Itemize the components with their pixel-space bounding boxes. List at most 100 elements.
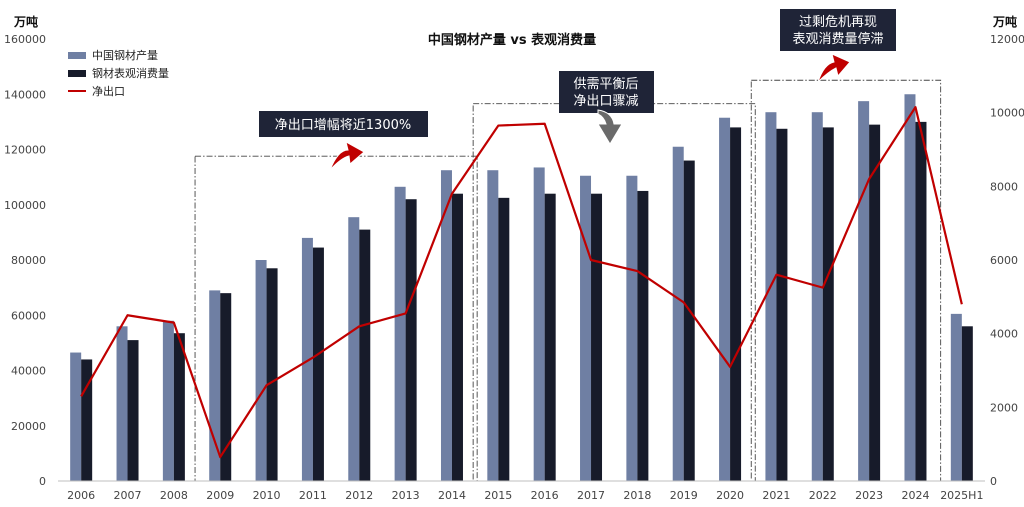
x-axis-tick-label: 2023 xyxy=(855,489,883,502)
legend-label-production: 中国钢材产量 xyxy=(92,48,158,62)
bar-production xyxy=(580,175,592,481)
x-axis-tick-label: 2016 xyxy=(531,489,559,502)
right-axis-tick-label: 12000 xyxy=(990,33,1024,46)
x-axis-tick-label: 2019 xyxy=(670,489,698,502)
left-axis-ticks: 0 20000 40000 60000 80000 100000 120000 140000 1… xyxy=(4,33,46,488)
bar-production xyxy=(255,260,267,481)
bar-production xyxy=(858,101,870,481)
annotation-1-box xyxy=(259,111,428,137)
bars xyxy=(70,94,973,482)
bar-production xyxy=(533,167,545,482)
x-axis-tick-label: 2020 xyxy=(716,489,744,502)
bar-consumption xyxy=(637,190,649,481)
right-axis-ticks: 0 2000 4000 6000 8000 10000 12000 xyxy=(990,33,1024,488)
right-axis-tick-label: 4000 xyxy=(990,328,1018,341)
bar-consumption xyxy=(730,127,742,482)
x-axis-tick-label: 2021 xyxy=(762,489,790,502)
x-axis-tick-label: 2012 xyxy=(345,489,373,502)
left-axis-tick-label: 120000 xyxy=(4,144,46,157)
annotation-1-arrow-icon xyxy=(329,141,365,171)
bar-production xyxy=(904,94,916,481)
annotation-3-box xyxy=(780,9,896,51)
left-axis-tick-label: 60000 xyxy=(11,309,46,322)
left-axis-tick-label: 160000 xyxy=(4,33,46,46)
legend-swatch-production xyxy=(68,52,86,59)
bar-production xyxy=(765,112,777,482)
x-axis-tick-label: 2009 xyxy=(206,489,234,502)
x-axis-tick-label: 2013 xyxy=(392,489,420,502)
annotation-1: 净出口增幅将近1300% xyxy=(259,111,428,171)
x-axis-tick-label: 2014 xyxy=(438,489,466,502)
bar-production xyxy=(811,112,823,482)
legend-label-net-export: 净出口 xyxy=(92,84,125,98)
bar-production xyxy=(348,217,360,481)
bar-production xyxy=(209,290,221,481)
bar-consumption xyxy=(915,121,927,481)
x-axis-tick-label: 2011 xyxy=(299,489,327,502)
annotation-3-text: 过剩危机再现表观消费量停滞 xyxy=(792,15,883,47)
bar-consumption xyxy=(81,359,93,481)
bar-consumption xyxy=(776,128,788,481)
left-axis-unit: 万吨 xyxy=(13,14,38,29)
x-axis-tick-label: 2025H1 xyxy=(940,489,983,502)
right-axis-tick-label: 0 xyxy=(990,475,997,488)
net-export-line-layer xyxy=(80,106,963,459)
bar-consumption xyxy=(544,193,556,481)
x-axis-tick-label: 2008 xyxy=(160,489,188,502)
bar-production xyxy=(70,352,82,481)
annotation-2-arrow-icon xyxy=(597,109,623,145)
x-axis-tick-label: 2006 xyxy=(67,489,95,502)
annotation-2: 供需平衡后净出口骤减 xyxy=(559,71,654,145)
left-axis-tick-label: 20000 xyxy=(11,420,46,433)
highlight-range-box xyxy=(472,103,756,482)
bar-consumption xyxy=(405,199,417,481)
bar-production xyxy=(487,170,499,481)
bar-consumption xyxy=(359,229,371,481)
right-axis-tick-label: 8000 xyxy=(990,180,1018,193)
x-axis-tick-label: 2010 xyxy=(253,489,281,502)
right-axis-tick-label: 2000 xyxy=(990,401,1018,414)
left-axis-tick-label: 80000 xyxy=(11,254,46,267)
bar-production xyxy=(301,237,313,481)
legend: 中国钢材产量 钢材表观消费量 净出口 xyxy=(68,48,169,98)
bar-consumption xyxy=(869,124,881,481)
bar-production xyxy=(394,186,406,481)
bar-production xyxy=(440,170,452,481)
bar-consumption xyxy=(961,326,973,481)
net-export-line xyxy=(80,106,963,459)
bar-consumption xyxy=(822,127,834,482)
bar-consumption xyxy=(173,333,185,481)
annotation-3: 过剩危机再现表观消费量停滞 xyxy=(780,9,896,83)
x-axis-tick-label: 2022 xyxy=(809,489,837,502)
annotation-1-text: 净出口增幅将近1300% xyxy=(275,118,411,133)
bar-production xyxy=(719,117,731,481)
left-axis-tick-label: 40000 xyxy=(11,365,46,378)
x-axis-tick-label: 2024 xyxy=(901,489,929,502)
bar-consumption xyxy=(220,293,232,481)
bar-consumption xyxy=(498,197,510,481)
bar-consumption xyxy=(451,193,463,481)
left-axis-tick-label: 0 xyxy=(39,475,46,488)
highlight-range-box xyxy=(750,79,942,482)
x-axis-tick-label: 2018 xyxy=(623,489,651,502)
annotation-3-arrow-icon xyxy=(817,53,851,83)
x-axis-ticks: 2006 2007 2008 2009 2010 2011 2012 2013 2014 2015… xyxy=(67,489,983,502)
right-axis-tick-label: 6000 xyxy=(990,254,1018,267)
right-axis-tick-label: 10000 xyxy=(990,107,1024,120)
x-axis-tick-label: 2007 xyxy=(114,489,142,502)
bar-consumption xyxy=(312,247,324,481)
bar-production xyxy=(162,320,174,481)
bar-consumption xyxy=(266,268,278,481)
left-axis-tick-label: 140000 xyxy=(4,88,46,101)
bar-consumption xyxy=(591,193,603,481)
bar-production xyxy=(950,313,962,481)
annotation-2-text: 供需平衡后净出口骤减 xyxy=(573,77,638,109)
right-axis-unit: 万吨 xyxy=(992,14,1017,29)
bar-consumption xyxy=(127,340,139,481)
bar-production xyxy=(116,326,128,481)
annotation-2-box xyxy=(559,71,654,113)
bar-production xyxy=(626,175,638,481)
bar-production xyxy=(672,146,684,482)
legend-label-consumption: 钢材表观消费量 xyxy=(92,66,169,80)
